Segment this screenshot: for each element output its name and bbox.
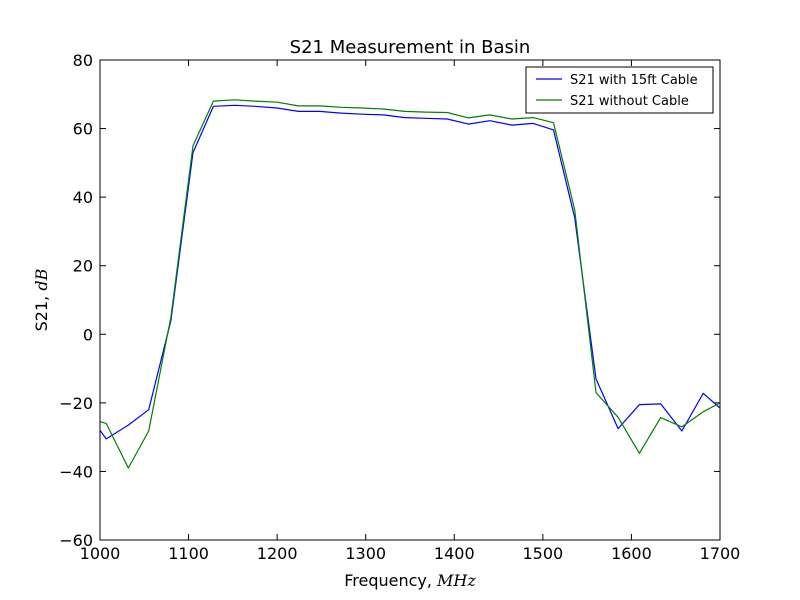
- legend: S21 with 15ft Cable S21 without Cable: [525, 66, 714, 114]
- y-tick-label: 60: [73, 120, 93, 139]
- legend-box: [525, 66, 714, 114]
- x-tick-label: 1500: [522, 544, 563, 563]
- x-tick-label: 1300: [345, 544, 386, 563]
- series-group: [99, 99, 721, 469]
- y-tick-label: 40: [73, 188, 93, 207]
- y-tick-label: −20: [59, 394, 93, 413]
- chart-title: S21 Measurement in Basin: [290, 37, 531, 58]
- x-tick-label: 1600: [611, 544, 652, 563]
- legend-label-without-cable: S21 without Cable: [570, 94, 689, 109]
- x-tick-label: 1200: [257, 544, 298, 563]
- x-axis-unit: MHz: [436, 571, 476, 590]
- series-line-without-cable: [99, 99, 721, 469]
- x-tick-label: 1700: [700, 544, 741, 563]
- legend-label-with-cable: S21 with 15ft Cable: [570, 73, 698, 88]
- series-line-with-cable: [99, 104, 721, 440]
- y-axis-label-text: S21,: [32, 291, 51, 332]
- x-axis-label-text: Frequency,: [344, 571, 437, 590]
- y-tick-label: −60: [59, 531, 93, 550]
- tick-group: 1000 1100 1200 1300 1400 1500 1600 1700 −60 −40 −2…: [59, 51, 740, 563]
- y-axis-label: S21, dB: [32, 268, 51, 331]
- x-tick-label: 1400: [434, 544, 475, 563]
- x-tick-label: 1100: [168, 544, 209, 563]
- y-tick-label: 80: [73, 51, 93, 70]
- plot-frame: [99, 59, 721, 541]
- x-axis-label: Frequency, MHz: [344, 571, 476, 590]
- x-tick-label: 1000: [80, 544, 121, 563]
- y-tick-label: −40: [59, 462, 93, 481]
- y-tick-label: 20: [73, 257, 93, 276]
- y-tick-label: 0: [83, 325, 93, 344]
- y-axis-unit: dB: [32, 268, 51, 290]
